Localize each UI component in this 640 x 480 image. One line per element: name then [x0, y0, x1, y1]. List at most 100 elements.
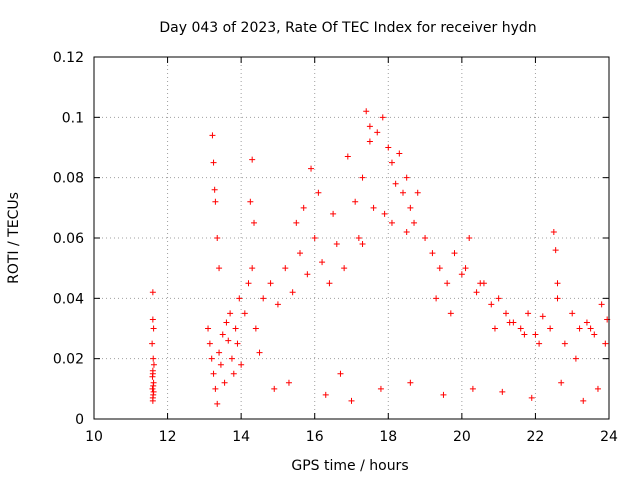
data-point [411, 219, 418, 226]
data-point [232, 325, 239, 332]
data-point [297, 250, 303, 257]
data-point [212, 385, 219, 392]
data-point [473, 289, 480, 296]
data-point [370, 204, 377, 211]
data-point [228, 355, 235, 362]
x-tick-label: 10 [85, 429, 103, 445]
data-point [227, 310, 234, 317]
data-point [247, 198, 254, 205]
data-point [208, 355, 215, 362]
x-axis-label: GPS time / hours [291, 458, 408, 474]
data-point [256, 349, 263, 356]
data-point [225, 337, 232, 344]
data-point [149, 397, 156, 404]
data-point [495, 295, 502, 302]
data-point [149, 289, 156, 296]
data-point [271, 385, 278, 392]
x-tick-label: 18 [379, 429, 397, 445]
data-point [440, 391, 447, 398]
grid-lines [94, 57, 609, 419]
data-point [359, 174, 366, 181]
data-point [528, 394, 535, 401]
data-point [341, 265, 348, 272]
data-point [209, 132, 216, 139]
data-point [366, 123, 373, 130]
data-point [150, 355, 157, 362]
data-point [149, 385, 156, 392]
data-point [429, 250, 436, 257]
data-point [289, 289, 296, 296]
data-point [150, 388, 157, 395]
data-point [352, 198, 359, 205]
data-point [499, 388, 506, 395]
data-point [525, 310, 532, 317]
data-point [407, 379, 414, 386]
data-point [569, 310, 576, 317]
data-point [149, 340, 156, 347]
data-point [210, 159, 217, 166]
data-point [241, 310, 248, 317]
data-point [400, 189, 406, 196]
data-point [462, 265, 469, 272]
data-point [385, 144, 392, 151]
y-tick-label: 0.1 [62, 110, 84, 126]
data-point [326, 280, 333, 287]
data-point [388, 219, 395, 226]
data-point [366, 138, 373, 145]
data-point [348, 397, 355, 404]
y-axis-label: ROTI / TECUs [6, 192, 22, 284]
data-point [149, 316, 156, 323]
data-point [466, 235, 473, 241]
data-point [363, 108, 370, 115]
data-point [206, 340, 213, 347]
data-point [205, 325, 212, 332]
x-tick-label: 14 [232, 429, 250, 445]
data-point [282, 265, 289, 272]
data-point [521, 331, 528, 338]
data-point [308, 165, 315, 172]
data-point [403, 174, 410, 181]
data-point [517, 325, 524, 332]
data-point [221, 379, 228, 386]
data-point [219, 331, 226, 338]
data-point [503, 310, 509, 317]
y-tick-label: 0.06 [53, 231, 84, 247]
data-point [379, 114, 386, 121]
data-point [477, 280, 484, 287]
data-point [211, 186, 218, 193]
data-point [216, 349, 223, 356]
data-point [594, 385, 601, 392]
data-point [319, 259, 326, 266]
data-point [212, 198, 219, 205]
data-point [469, 385, 476, 392]
data-point [251, 219, 258, 226]
data-point [554, 280, 561, 287]
data-point [591, 331, 598, 338]
data-point [236, 295, 243, 302]
x-tick-label: 24 [600, 429, 618, 445]
data-point [602, 340, 609, 347]
data-point [223, 319, 230, 326]
data-point [214, 235, 221, 241]
data-point [210, 370, 217, 377]
data-point [304, 271, 311, 278]
data-point [552, 247, 559, 254]
y-tick-label: 0 [75, 412, 84, 428]
data-point [374, 129, 381, 136]
data-point [337, 370, 344, 377]
data-point [407, 204, 414, 211]
data-point [149, 373, 156, 380]
data-point [344, 153, 351, 160]
data-point [583, 319, 590, 326]
data-point [234, 340, 241, 347]
data-point [506, 319, 513, 326]
data-point [572, 355, 579, 362]
data-point [547, 325, 554, 332]
data-point [536, 340, 543, 347]
plot-frame [93, 56, 610, 420]
data-point [217, 361, 224, 368]
data-points [149, 108, 611, 407]
data-point [436, 265, 443, 272]
data-point [311, 235, 318, 241]
